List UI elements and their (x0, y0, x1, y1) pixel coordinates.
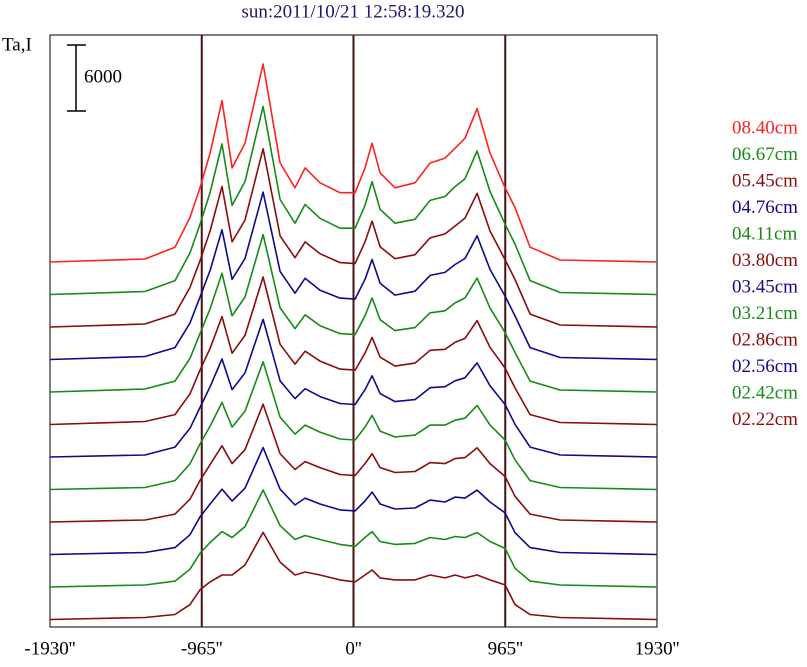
legend-entry: 03.21cm (732, 303, 798, 324)
x-tick-label: 1930'' (635, 638, 680, 659)
profile-line (49, 361, 658, 491)
legend-entry: 02.56cm (732, 356, 798, 377)
legend-entry: 04.76cm (732, 197, 798, 218)
legend-entry: 05.45cm (732, 170, 798, 191)
profile-line (49, 403, 658, 523)
profile-line (49, 276, 658, 426)
profile-line (49, 446, 658, 556)
legend-entry: 02.42cm (732, 382, 798, 403)
x-tick-label: 0'' (345, 638, 361, 659)
x-tick-label: -1930'' (24, 638, 75, 659)
profile-line (49, 318, 658, 458)
legend-entry: 06.67cm (732, 144, 798, 165)
profile-line (49, 105, 658, 296)
chart-title: sun:2011/10/21 12:58:19.320 (241, 1, 464, 22)
profile-line (49, 63, 658, 263)
profile-line (49, 489, 658, 588)
legend-entry: 02.86cm (732, 329, 798, 350)
profile-line (49, 531, 658, 621)
x-tick-label: 965'' (488, 638, 523, 659)
legend-entry: 08.40cm (732, 117, 798, 138)
profile-line (49, 233, 658, 393)
y-axis-label: Ta,I (2, 34, 32, 55)
legend-entry: 03.80cm (732, 250, 798, 271)
profile-line (49, 191, 658, 361)
scale-bar-label: 6000 (84, 66, 122, 87)
x-tick-label: -965'' (181, 638, 223, 659)
legend-entry: 03.45cm (732, 276, 798, 297)
legend-entry: 02.22cm (732, 409, 798, 430)
legend-entry: 04.11cm (732, 223, 797, 244)
profile-line (49, 148, 658, 328)
